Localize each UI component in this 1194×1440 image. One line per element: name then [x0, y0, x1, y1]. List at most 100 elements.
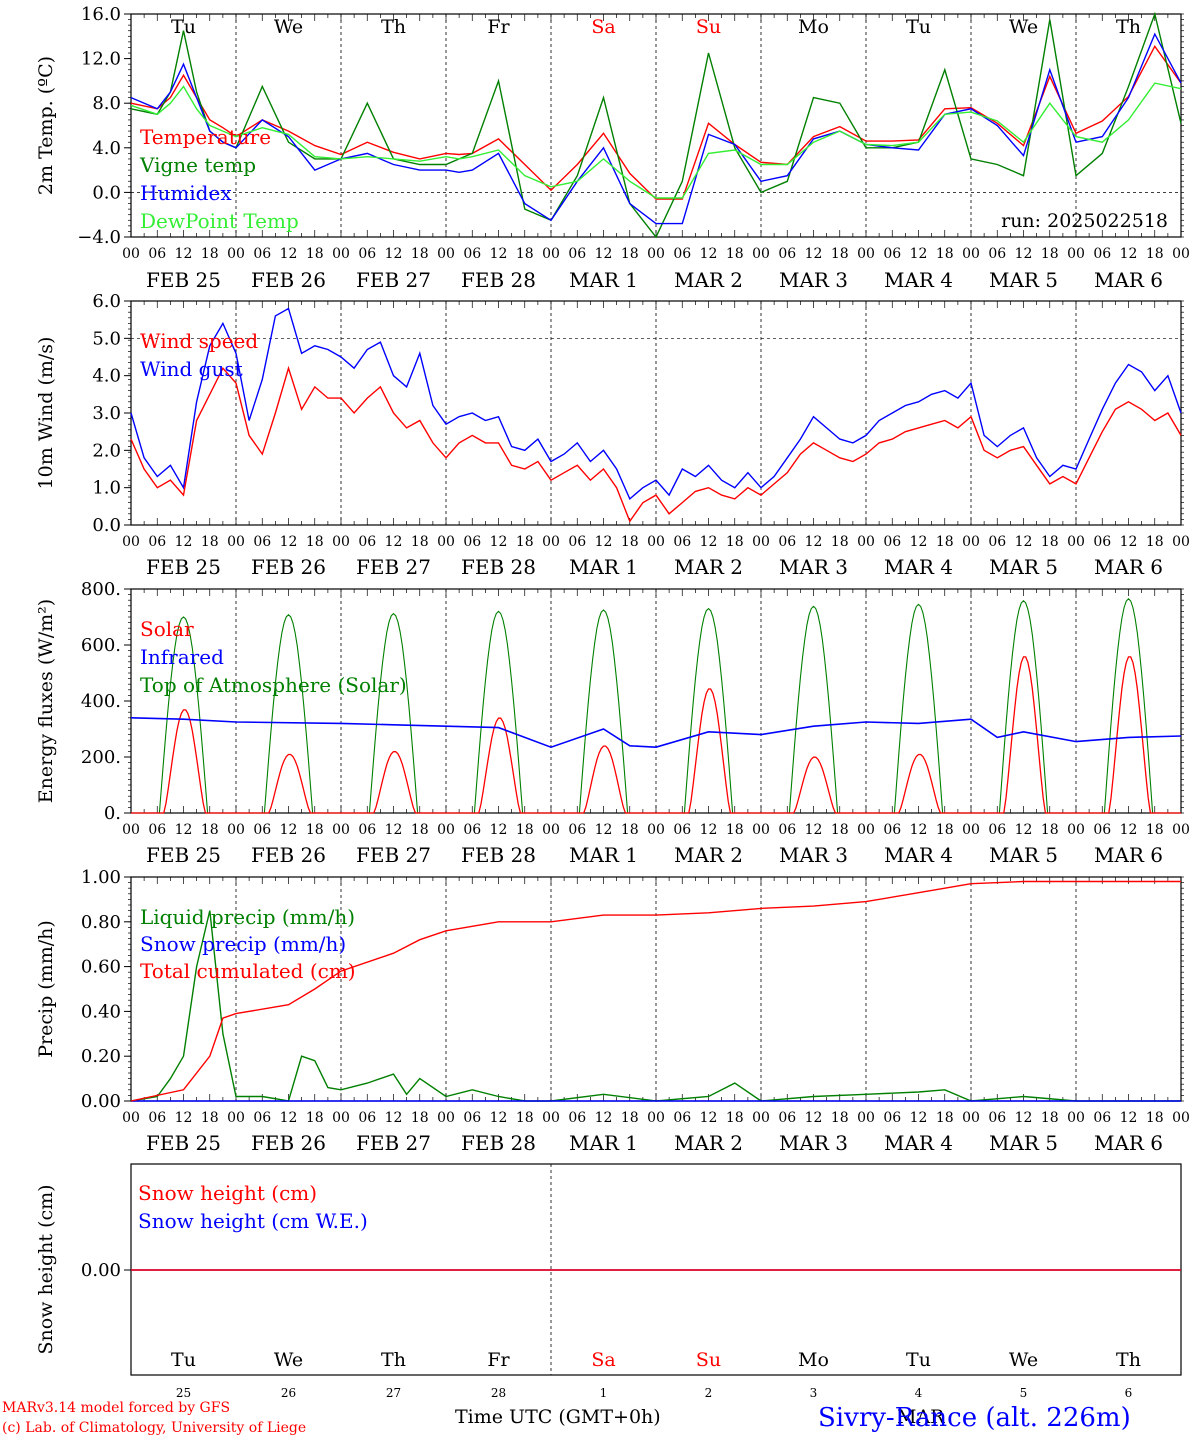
date-label: MAR 2 [674, 555, 743, 579]
date-label: FEB 26 [251, 555, 326, 579]
y-tick-label: 0.60 [81, 957, 121, 978]
hour-tick-label: 12 [910, 246, 928, 262]
date-label: MAR 3 [779, 268, 848, 292]
legend-snow-height-cm-w-e-: Snow height (cm W.E.) [138, 1209, 368, 1233]
y-tick-label: 12.0 [81, 49, 121, 70]
date-label: FEB 26 [251, 843, 326, 867]
panel-temperature: 16.012.08.04.00.0−4.000 06 12 18 00 06 12 18 00 0… [35, 4, 1190, 292]
y-tick-label: 1.0 [92, 478, 121, 499]
hour-tick-label: 06 [148, 246, 166, 262]
hour-tick-label: 18 [1146, 1110, 1164, 1126]
y-tick-label: 800. [81, 579, 121, 600]
hour-tick-label: 12 [700, 822, 718, 838]
hour-tick-label: 06 [1093, 534, 1111, 550]
hour-tick-label: 18 [831, 534, 849, 550]
hour-tick-label: 12 [280, 822, 298, 838]
hour-tick-label: 06 [253, 822, 271, 838]
day-number-label: 6 [1125, 1386, 1133, 1400]
hour-tick-label: 00 [1172, 246, 1190, 262]
hour-tick-label: 06 [568, 534, 586, 550]
hour-tick-label: 06 [1093, 1110, 1111, 1126]
hour-tick-label: 06 [253, 1110, 271, 1126]
date-label: MAR 2 [674, 1131, 743, 1155]
day-number-label: 28 [491, 1386, 506, 1400]
hour-tick-label: 06 [778, 246, 796, 262]
hour-tick-label: 12 [385, 534, 403, 550]
y-tick-label: 0.40 [81, 1001, 121, 1022]
hour-tick-label: 00 [122, 534, 140, 550]
hour-tick-label: 12 [490, 534, 508, 550]
hour-tick-label: 12 [280, 1110, 298, 1126]
weekday-label: Su [696, 1349, 721, 1371]
hour-tick-label: 00 [752, 534, 770, 550]
hour-tick-label: 00 [962, 1110, 980, 1126]
hour-tick-label: 06 [673, 534, 691, 550]
hour-tick-label: 06 [988, 534, 1006, 550]
hour-tick-label: 00 [752, 1110, 770, 1126]
series-line-total-cumulated-cm- [130, 880, 1181, 1102]
date-label: MAR 2 [674, 268, 743, 292]
hour-tick-label: 06 [253, 534, 271, 550]
y-tick-label: −4.0 [77, 227, 121, 248]
hour-tick-label: 18 [621, 246, 639, 262]
hour-tick-label: 18 [1041, 822, 1059, 838]
day-number-label: 3 [810, 1386, 818, 1400]
y-tick-label: 0.80 [81, 912, 121, 933]
hour-tick-label: 00 [1172, 1110, 1190, 1126]
y-tick-label: 400. [81, 691, 121, 712]
hour-tick-label: 12 [910, 822, 928, 838]
hour-tick-label: 06 [673, 246, 691, 262]
date-label: FEB 27 [356, 268, 431, 292]
hour-tick-label: 00 [962, 246, 980, 262]
hour-tick-label: 06 [1093, 822, 1111, 838]
weekday-label: Mo [798, 16, 829, 38]
hour-tick-label: 00 [227, 534, 245, 550]
hour-tick-label: 00 [542, 822, 560, 838]
hour-tick-label: 00 [857, 534, 875, 550]
y-tick-label: 16.0 [81, 4, 121, 25]
date-label: MAR 6 [1094, 843, 1163, 867]
hour-tick-label: 12 [805, 1110, 823, 1126]
hour-tick-label: 18 [201, 246, 219, 262]
hour-tick-label: 06 [358, 822, 376, 838]
hour-tick-label: 06 [883, 822, 901, 838]
hour-tick-label: 18 [201, 1110, 219, 1126]
hour-tick-label: 00 [332, 246, 350, 262]
time-axis-label: Time UTC (GMT+0h) [455, 1406, 661, 1428]
weekday-label: Fr [487, 1349, 510, 1371]
series-line-humidex [130, 32, 1182, 225]
hour-tick-label: 18 [201, 822, 219, 838]
hour-tick-label: 00 [1067, 534, 1085, 550]
meteogram-svg: 16.012.08.04.00.0−4.000 06 12 18 00 06 12 18 00 0… [35, 4, 1190, 1400]
model-credit-line1: MARv3.14 model forced by GFS [2, 1400, 231, 1416]
y-axis-label: 10m Wind (m/s) [35, 337, 57, 490]
hour-tick-label: 12 [1015, 534, 1033, 550]
hour-tick-label: 00 [1067, 822, 1085, 838]
date-label: FEB 28 [461, 555, 536, 579]
panel-frame [130, 13, 1182, 238]
y-tick-label: 600. [81, 635, 121, 656]
legend-wind-gust: Wind gust [140, 357, 243, 381]
hour-tick-label: 18 [831, 822, 849, 838]
hour-tick-label: 00 [227, 246, 245, 262]
y-tick-label: 0. [104, 803, 121, 824]
weekday-label: Sa [591, 1349, 615, 1371]
date-label: FEB 26 [251, 268, 326, 292]
hour-tick-label: 18 [621, 1110, 639, 1126]
date-label: FEB 27 [356, 555, 431, 579]
hour-tick-label: 18 [726, 246, 744, 262]
y-tick-label: 0.0 [92, 182, 121, 203]
hour-tick-label: 06 [358, 246, 376, 262]
legend-dewpoint-temp: DewPoint Temp [140, 209, 299, 233]
legend-total-cumulated-cm-: Total cumulated (cm) [140, 959, 356, 983]
hour-tick-label: 18 [516, 822, 534, 838]
hour-tick-label: 12 [700, 1110, 718, 1126]
legend-top-of-atmosphere-solar-: Top of Atmosphere (Solar) [140, 673, 407, 697]
hour-tick-label: 12 [385, 1110, 403, 1126]
date-label: MAR 4 [884, 843, 953, 867]
hour-tick-label: 18 [306, 1110, 324, 1126]
model-credit-line2: (c) Lab. of Climatology, University of L… [2, 1420, 307, 1436]
y-tick-label: 0.20 [81, 1046, 121, 1067]
hour-tick-label: 18 [1041, 246, 1059, 262]
